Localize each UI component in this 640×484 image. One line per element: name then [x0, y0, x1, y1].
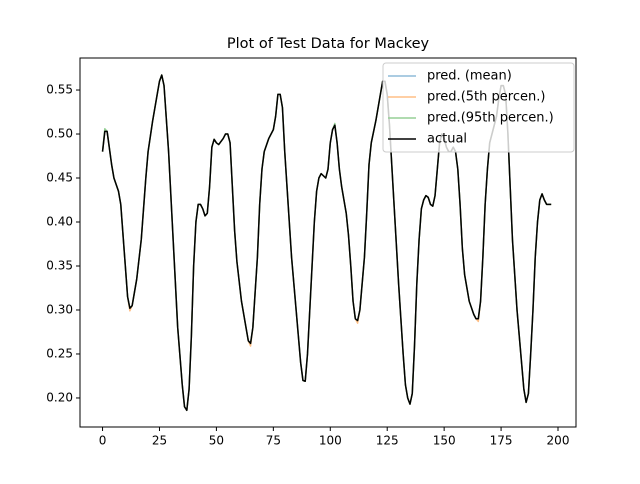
x-tick-label: 150: [433, 434, 456, 448]
chart-title: Plot of Test Data for Mackey: [227, 36, 430, 52]
legend-label: pred.(95th percen.): [427, 111, 554, 126]
y-tick-label: 0.45: [46, 171, 73, 185]
y-tick-label: 0.50: [46, 127, 73, 141]
y-tick-label: 0.25: [46, 346, 73, 360]
legend-label: actual: [427, 132, 467, 147]
y-tick-label: 0.35: [46, 258, 73, 272]
x-tick-label: 75: [266, 434, 281, 448]
x-tick-label: 125: [376, 434, 399, 448]
x-tick-label: 50: [209, 434, 224, 448]
y-tick-label: 0.40: [46, 215, 73, 229]
series-line: [101, 74, 552, 412]
legend-label: pred. (mean): [427, 69, 512, 84]
legend-box: [382, 62, 575, 153]
y-tick-label: 0.20: [46, 390, 73, 404]
x-tick-label: 100: [319, 434, 342, 448]
legend-label: pred.(5th percen.): [427, 90, 545, 105]
x-tick-label: 0: [99, 434, 107, 448]
x-tick-label: 200: [547, 434, 570, 448]
plot-frame: [79, 57, 577, 428]
x-tick-label: 25: [152, 434, 167, 448]
x-tick-label: 175: [490, 434, 513, 448]
y-tick-label: 0.55: [46, 83, 73, 97]
y-tick-label: 0.30: [46, 302, 73, 316]
